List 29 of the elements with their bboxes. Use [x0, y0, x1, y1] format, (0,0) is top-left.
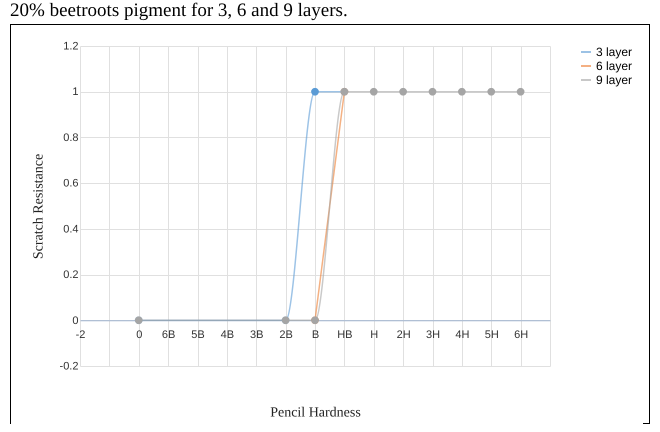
y-tick-label: 1.2 [63, 40, 78, 52]
x-tick-label: 5H [484, 328, 499, 341]
y-tick-label: 1 [72, 86, 78, 98]
x-tick-label: 0 [136, 328, 142, 341]
legend-label: 9 layer [596, 73, 632, 87]
x-tick-label: 2H [396, 328, 411, 341]
x-tick-label: -2 [76, 328, 86, 341]
legend-label: 6 layer [596, 59, 632, 73]
legend-label: 3 layer [596, 45, 632, 59]
y-tick-label: 0.2 [63, 269, 78, 282]
x-tick-label: 6B [162, 328, 176, 341]
x-tick-label: B [312, 328, 320, 341]
x-axis-title: Pencil Hardness [270, 406, 361, 420]
y-tick-label: -0.2 [60, 360, 78, 372]
x-tick-label: 4H [455, 328, 470, 341]
x-tick-label: 2B [279, 328, 293, 341]
x-tick-label: H [370, 328, 378, 341]
x-tick-label: 6H [514, 328, 528, 341]
x-tick-label: 3B [250, 328, 264, 341]
x-tick-label: 4B [220, 328, 234, 341]
x-tick-label: 5B [191, 328, 205, 341]
x-tick-label: HB [337, 328, 353, 341]
y-tick-label: 0.4 [63, 223, 78, 236]
y-tick-label: 0.8 [63, 132, 78, 144]
y-tick-label: 0.6 [63, 178, 78, 190]
y-tick-label: 0 [72, 314, 78, 327]
chart-title: 20% beetroots pigment for 3, 6 and 9 layers. [10, 0, 349, 23]
x-tick-label: 3H [426, 328, 440, 341]
y-axis-title: Scratch Resistance [32, 154, 47, 260]
